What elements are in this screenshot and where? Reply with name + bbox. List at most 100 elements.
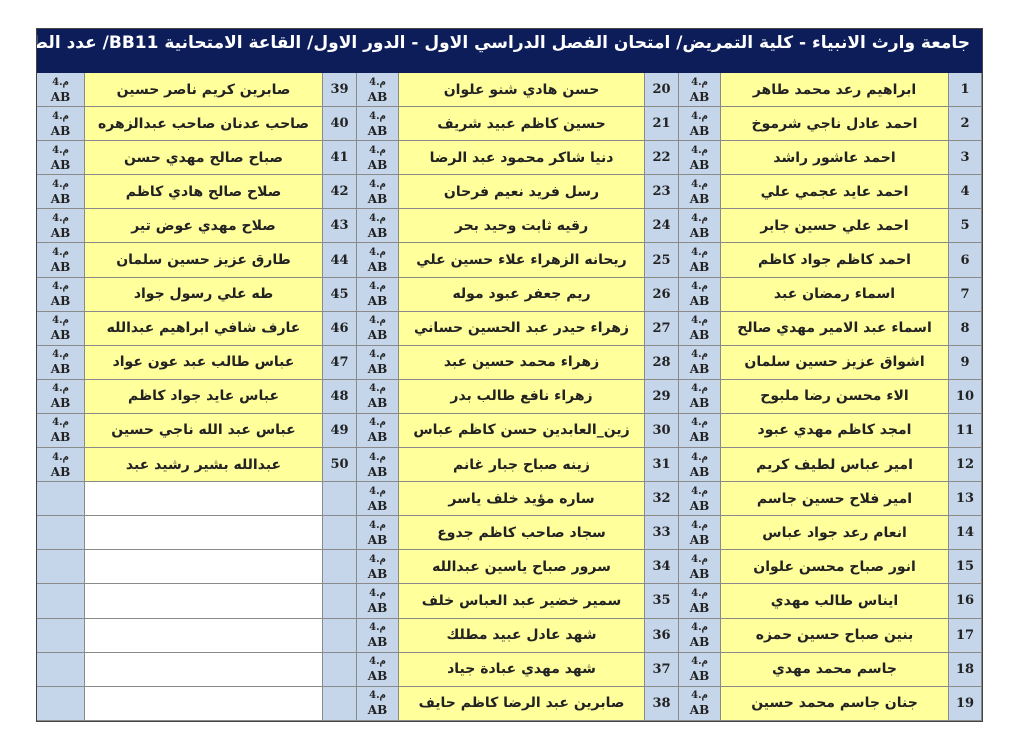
group-label: AB: [367, 396, 388, 411]
student-name: اسماء عبد الامير مهدي صالح: [721, 311, 949, 346]
group-label: AB: [367, 430, 388, 445]
exam-code: م.4 AB: [37, 311, 85, 346]
empty-cell: [85, 482, 323, 517]
group-label: AB: [367, 362, 388, 377]
group-label: AB: [689, 260, 710, 275]
student-number: 9: [949, 345, 982, 380]
stage-label: م.4: [691, 622, 708, 634]
group-label: AB: [367, 464, 388, 479]
group-label: AB: [367, 225, 388, 240]
stage-label: م.4: [52, 212, 69, 224]
student-name: سرور صباح ياسين عبدالله: [399, 550, 645, 585]
exam-code: م.4 AB: [679, 141, 721, 176]
stage-label: م.4: [691, 587, 708, 599]
stage-label: م.4: [52, 281, 69, 293]
exam-code: م.4 AB: [357, 107, 399, 142]
student-number: 48: [323, 379, 357, 414]
empty-cell: [323, 618, 357, 653]
group-label: AB: [689, 362, 710, 377]
group-label: AB: [689, 464, 710, 479]
student-number: 30: [645, 413, 679, 449]
student-name: صاحب عدنان صاحب عبدالزهره: [85, 107, 323, 142]
stage-label: م.4: [369, 76, 386, 88]
student-number: 27: [645, 311, 679, 346]
exam-code: م.4 AB: [37, 413, 85, 449]
student-number: 17: [949, 618, 982, 653]
exam-code: م.4 AB: [679, 243, 721, 278]
stage-label: م.4: [52, 144, 69, 156]
student-name: زين_العابدين حسن كاظم عباس: [399, 413, 645, 449]
student-name: ريم جعفر عبود موله: [399, 277, 645, 312]
group-label: AB: [689, 532, 710, 547]
stage-label: م.4: [691, 690, 708, 702]
group-label: AB: [367, 600, 388, 615]
stage-label: م.4: [691, 349, 708, 361]
student-name: طارق عزيز حسين سلمان: [85, 243, 323, 278]
student-name: طه علي رسول جواد: [85, 277, 323, 312]
student-number: 13: [949, 482, 982, 517]
exam-code: م.4 AB: [37, 209, 85, 244]
student-name: شهد مهدي عبادة جياد: [399, 652, 645, 687]
stage-label: م.4: [369, 690, 386, 702]
student-name: زهراء حيدر عبد الحسين حساني: [399, 311, 645, 346]
stage-label: م.4: [691, 315, 708, 327]
student-name: احمد عايد عجمي علي: [721, 175, 949, 210]
student-name: احمد عاشور راشد: [721, 141, 949, 176]
exam-code: م.4 AB: [679, 413, 721, 449]
student-number: 47: [323, 345, 357, 380]
stage-label: م.4: [369, 587, 386, 599]
stage-label: م.4: [369, 519, 386, 531]
stage-label: م.4: [369, 144, 386, 156]
student-name: عباس عبد الله ناجي حسين: [85, 413, 323, 449]
stage-label: م.4: [369, 383, 386, 395]
exam-code: م.4 AB: [357, 686, 399, 721]
exam-code: م.4 AB: [37, 175, 85, 210]
stage-label: م.4: [369, 451, 386, 463]
student-name: ساره مؤيد خلف ياسر: [399, 482, 645, 517]
student-number: 7: [949, 277, 982, 312]
student-number: 40: [323, 107, 357, 142]
group-label: AB: [689, 703, 710, 718]
student-name: اسماء رمضان عبد: [721, 277, 949, 312]
stage-label: م.4: [52, 451, 69, 463]
empty-cell: [85, 550, 323, 585]
exam-code: م.4 AB: [679, 311, 721, 346]
exam-code: م.4 AB: [37, 73, 85, 108]
student-number: 39: [323, 73, 357, 108]
exam-code: م.4 AB: [679, 618, 721, 653]
student-number: 46: [323, 311, 357, 346]
student-number: 15: [949, 550, 982, 585]
student-number: 35: [645, 584, 679, 619]
student-name: دنيا شاكر محمود عبد الرضا: [399, 141, 645, 176]
exam-code: م.4 AB: [357, 243, 399, 278]
group-label: AB: [367, 157, 388, 172]
stage-label: م.4: [691, 553, 708, 565]
group-label: AB: [367, 89, 388, 104]
empty-cell: [323, 516, 357, 551]
group-label: AB: [50, 464, 71, 479]
exam-code: م.4 AB: [37, 448, 85, 483]
stage-label: م.4: [369, 281, 386, 293]
stage-label: م.4: [691, 656, 708, 668]
group-label: AB: [689, 669, 710, 684]
student-name: ابراهيم رعد محمد طاهر: [721, 73, 949, 108]
stage-label: م.4: [52, 76, 69, 88]
exam-code: م.4 AB: [679, 107, 721, 142]
exam-code: م.4 AB: [357, 379, 399, 414]
student-name: شهد عادل عبيد مطلك: [399, 618, 645, 653]
student-number: 42: [323, 175, 357, 210]
student-number: 38: [645, 686, 679, 721]
empty-cell: [37, 584, 85, 619]
empty-cell: [37, 686, 85, 721]
group-label: AB: [689, 328, 710, 343]
student-name: جاسم محمد مهدي: [721, 652, 949, 687]
exam-code: م.4 AB: [679, 516, 721, 551]
exam-code: م.4 AB: [357, 584, 399, 619]
student-number: 36: [645, 618, 679, 653]
student-number: 50: [323, 448, 357, 483]
student-name: زهراء نافع طالب بدر: [399, 379, 645, 414]
group-label: AB: [50, 89, 71, 104]
empty-cell: [85, 652, 323, 687]
exam-code: م.4 AB: [37, 141, 85, 176]
exam-code: م.4 AB: [37, 277, 85, 312]
